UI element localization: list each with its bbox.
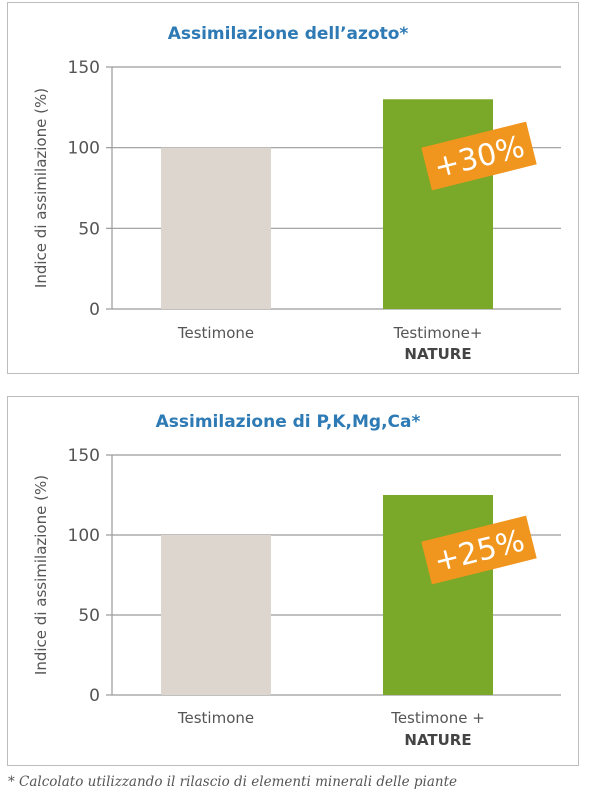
y-axis-label: Indice di assimilazione (%) <box>32 88 50 288</box>
y-tick-label: 100 <box>68 526 100 546</box>
x-tick-label-bold: NATURE <box>404 731 471 749</box>
x-tick-label-bold: NATURE <box>404 345 471 363</box>
y-tick-label: 50 <box>78 219 100 239</box>
chart-title: Assimilazione di P,K,Mg,Ca* <box>156 412 421 432</box>
chart-panel-azoto: Assimilazione dell’azoto* 0 50 100 150 Indice… <box>7 2 579 374</box>
chart-title: Assimilazione dell’azoto* <box>168 24 409 44</box>
chart-azoto: Assimilazione dell’azoto* 0 50 100 150 Indice… <box>32 24 561 363</box>
bar-nature <box>383 99 493 310</box>
bar-testimone <box>161 147 271 309</box>
chart-pkmgca: Assimilazione di P,K,Mg,Ca* 0 50 100 150 Indi… <box>32 412 561 749</box>
y-axis-label: Indice di assimilazione (%) <box>32 475 50 675</box>
badge-background <box>421 121 537 191</box>
bar-testimone <box>161 535 271 695</box>
y-tick-label: 150 <box>68 446 100 466</box>
bar-nature <box>383 495 493 695</box>
x-tick-label: Testimone <box>177 709 254 727</box>
y-tick-label: 100 <box>68 139 100 159</box>
chart-panel-pkmgca: Assimilazione di P,K,Mg,Ca* 0 50 100 150 Indi… <box>7 396 579 766</box>
x-tick-label: Testimone+ <box>393 324 483 342</box>
y-tick-label: 0 <box>89 686 100 706</box>
badge-background <box>421 515 537 585</box>
y-tick-label: 150 <box>68 58 100 78</box>
y-tick-label: 0 <box>89 300 100 320</box>
footnote: * Calcolato utilizzando il rilascio di e… <box>8 774 457 790</box>
x-tick-label: Testimone <box>177 324 254 342</box>
y-tick-label: 50 <box>78 606 100 626</box>
x-tick-label: Testimone + <box>390 709 485 727</box>
